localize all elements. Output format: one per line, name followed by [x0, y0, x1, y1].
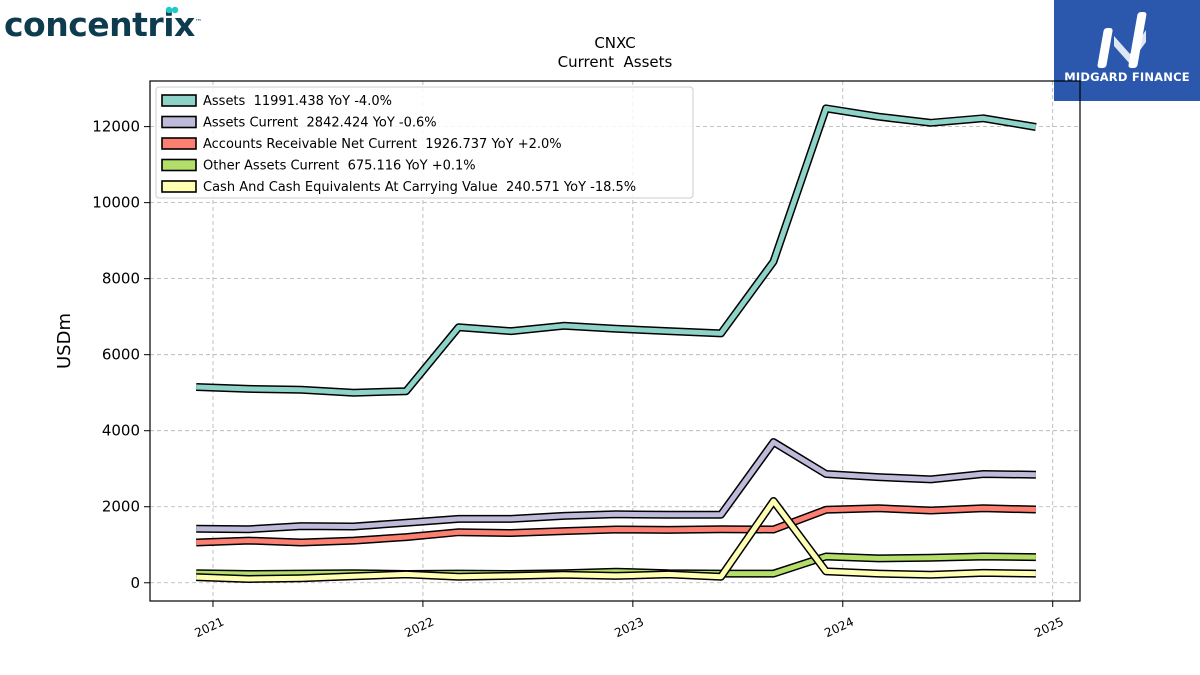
legend-swatch — [161, 158, 197, 172]
concentrix-logo: concentrix™ — [4, 5, 202, 44]
badge-text: MIDGARD FINANCE — [1064, 70, 1190, 84]
plot-frame — [149, 80, 1081, 602]
midgard-m-icon — [1097, 12, 1147, 68]
series-line-assets — [196, 105, 1037, 396]
series-line-accounts-receivable-net-current — [196, 505, 1036, 545]
x-tick-label: 2025 — [1032, 615, 1066, 641]
legend-label: Cash And Cash Equivalents At Carrying Va… — [203, 180, 636, 195]
legend: Assets 11991.438 YoY -4.0% Assets Current… — [155, 86, 694, 199]
midgard-finance-badge: MIDGARD FINANCE — [1054, 0, 1200, 101]
legend-swatch — [161, 137, 197, 150]
legend-label: Other Assets Current 675.116 YoY +0.1% — [203, 159, 476, 174]
y-axis-label: USDm — [54, 313, 75, 369]
series-line-cash-and-cash-equivalents-at-carrying-value — [196, 498, 1036, 582]
x-tick-label: 2023 — [612, 615, 646, 641]
legend-swatch — [161, 94, 197, 107]
legend-swatch — [161, 180, 197, 193]
y-tick-label: 6000 — [102, 346, 140, 364]
series-group — [196, 104, 1037, 583]
x-tick-label: 2022 — [402, 615, 436, 641]
logo-dots-icon — [165, 6, 179, 14]
y-tick-label: 8000 — [102, 270, 140, 288]
y-tick-label: 4000 — [102, 422, 140, 440]
y-tick-label: 2000 — [102, 498, 140, 516]
x-tick-label: 2024 — [822, 615, 856, 641]
y-tick-label: 10000 — [92, 194, 140, 212]
y-tick-label: 0 — [130, 574, 140, 592]
legend-box — [155, 86, 694, 199]
legend-label: Assets Current 2842.424 YoY -0.6% — [203, 116, 437, 131]
y-axis-ticks: 0 2000 4000 6000 8000 10000 12000 — [92, 118, 150, 592]
series-line-assets-current — [196, 439, 1036, 532]
chart-subtitle: Current Assets — [558, 53, 673, 71]
legend-label: Assets 11991.438 YoY -4.0% — [203, 94, 392, 109]
legend-swatch — [161, 115, 197, 129]
x-axis-ticks: 2021 2022 2023 2024 2025 — [192, 601, 1066, 641]
y-tick-label: 12000 — [92, 118, 140, 136]
x-tick-label: 2021 — [192, 615, 226, 641]
legend-label: Accounts Receivable Net Current 1926.737… — [203, 137, 562, 152]
chart-title: CNXC — [594, 34, 635, 52]
